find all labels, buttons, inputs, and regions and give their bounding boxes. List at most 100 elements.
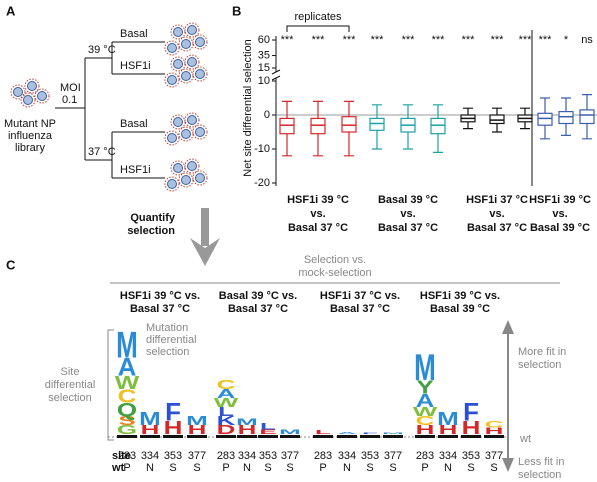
logo-letter: C — [118, 385, 137, 407]
wt-residue: P — [123, 462, 130, 474]
logo-letter: Y — [416, 376, 433, 398]
virus-core — [187, 57, 197, 67]
logo-letter: M — [236, 417, 258, 428]
group-label: Basal 37 °C — [378, 222, 438, 234]
virus-core — [187, 115, 197, 125]
logo-letter: H — [462, 417, 481, 439]
virus-icon — [24, 78, 40, 94]
box — [310, 117, 326, 135]
arrow-text: Quantify — [130, 212, 175, 224]
virus-core — [173, 163, 183, 173]
logo-letter: A — [416, 390, 435, 412]
quantify-arrow — [190, 208, 220, 266]
virus-icon — [164, 40, 180, 56]
logo-letter: L — [260, 421, 276, 432]
wt-bar — [117, 435, 137, 438]
site-number: 377 — [485, 450, 503, 462]
virus-icon — [170, 160, 186, 176]
logo-letter: F — [463, 399, 479, 426]
logo-letter: A — [217, 388, 236, 401]
condition: HSF1i — [120, 164, 151, 176]
virus-icon — [178, 36, 194, 52]
site-label: Site — [61, 366, 80, 378]
replicates-bracket — [286, 25, 350, 32]
y-tick-label: -20 — [254, 177, 270, 189]
wt-residue: P — [421, 462, 428, 474]
wt-residue: P — [222, 462, 229, 474]
virus-core — [13, 87, 23, 97]
box — [579, 109, 595, 125]
site-number: 377 — [384, 450, 402, 462]
logo-letter: H — [141, 424, 160, 437]
virus-icon — [192, 34, 208, 50]
wt-bar — [461, 435, 481, 438]
box — [537, 112, 553, 126]
wt-bar — [360, 435, 380, 438]
logo-letter: W — [214, 397, 239, 410]
significance: *** — [539, 34, 553, 46]
wt-residue: S — [193, 462, 200, 474]
virus-core — [167, 133, 177, 143]
logo-letter: Q — [117, 399, 137, 421]
virus-icon — [34, 88, 50, 104]
arrow-text: selection — [127, 225, 175, 237]
wt-bar — [415, 435, 435, 438]
site-number: 334 — [238, 450, 256, 462]
column-title: HSF1i 37 °C vs. — [320, 290, 400, 302]
group-label: Basal 37 °C — [288, 222, 348, 234]
virus-core — [167, 43, 177, 53]
virus-core — [37, 91, 47, 101]
logo-letter: M — [279, 429, 301, 436]
wt-residue: S — [389, 462, 396, 474]
group-label: Basal 37 °C — [467, 222, 527, 234]
group-label: vs. — [552, 208, 567, 220]
site-number: 353 — [259, 450, 277, 462]
condition: HSF1i — [120, 60, 151, 72]
virus-icon — [20, 92, 36, 108]
wt-residue: S — [490, 462, 497, 474]
logo-letter: H — [416, 424, 435, 437]
wt-residue: S — [366, 462, 373, 474]
virus-icon — [164, 72, 180, 88]
virus-icon — [178, 126, 194, 142]
significance: * — [564, 34, 569, 46]
virus-core — [195, 37, 205, 47]
wt-residue: S — [286, 462, 293, 474]
wt-bar — [337, 435, 357, 438]
wt-bar — [187, 435, 207, 438]
site-number: 283 — [416, 450, 434, 462]
column-title: Basal 37 °C — [330, 303, 390, 315]
library-label: Mutant NP — [4, 118, 56, 130]
y-tick-label: 15 — [258, 62, 270, 74]
logo-letter: L — [218, 406, 234, 419]
y-tick-label: 60 — [258, 34, 270, 46]
virus-core — [173, 27, 183, 37]
virus-icon — [170, 24, 186, 40]
header: mock-selection — [298, 267, 371, 279]
temperature: 39 °C — [88, 44, 116, 56]
site-number: 377 — [188, 450, 206, 462]
logo-letter: E — [259, 429, 276, 436]
virus-core — [195, 173, 205, 183]
wt-residue: N — [444, 462, 452, 474]
panel-label: B — [232, 3, 241, 18]
virus-core — [187, 161, 197, 171]
virus-core — [23, 95, 33, 105]
wt-bar — [140, 435, 160, 438]
site-number: 377 — [281, 450, 299, 462]
logo-letter: M — [139, 408, 161, 430]
site-label: differential — [45, 379, 96, 391]
wt-residue: N — [146, 462, 154, 474]
more-fit: More fit in — [518, 346, 566, 358]
virus-icon — [10, 84, 26, 100]
site-number: 353 — [462, 450, 480, 462]
virus-core — [27, 81, 37, 91]
wt-bar — [280, 435, 300, 438]
y-tick-label: 35 — [258, 49, 270, 61]
mutation-label: Mutation — [146, 322, 188, 334]
site-number: 334 — [141, 450, 159, 462]
site-number: 283 — [314, 450, 332, 462]
moi: MOI — [60, 82, 81, 94]
group-label: HSF1i 39 °C — [529, 194, 591, 206]
group-label: Basal 39 °C — [378, 194, 438, 206]
